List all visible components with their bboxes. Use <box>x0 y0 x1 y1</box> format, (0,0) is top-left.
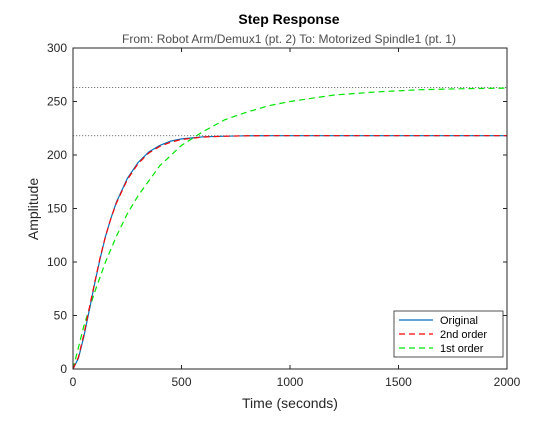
y-tick-label: 100 <box>47 255 67 269</box>
legend-label-1st-order: 1st order <box>440 343 484 355</box>
x-tick-label: 1500 <box>385 375 412 389</box>
y-tick-label: 50 <box>54 309 68 323</box>
x-tick-label: 2000 <box>494 375 521 389</box>
axis-ticks <box>72 47 508 370</box>
legend-label-2nd-order: 2nd order <box>440 329 487 341</box>
y-tick-label: 250 <box>47 95 67 109</box>
y-tick-label: 300 <box>47 41 67 55</box>
legend-label-original: Original <box>440 315 478 327</box>
chart-subtitle: From: Robot Arm/Demux1 (pt. 2) To: Motor… <box>122 32 456 46</box>
x-axis-label: Time (seconds) <box>242 395 338 411</box>
y-axis-label: Amplitude <box>25 178 41 240</box>
y-tick-label: 200 <box>47 148 67 162</box>
x-tick-label: 1000 <box>277 375 304 389</box>
chart-title: Step Response <box>238 11 339 27</box>
series-line-1st-order <box>72 87 508 370</box>
y-tick-labels: 0 50 100 150 200 250 300 <box>47 41 67 376</box>
y-tick-label: 150 <box>47 202 67 216</box>
legend-items: Original 2nd order 1st order <box>399 315 487 355</box>
series-line-2nd-order <box>72 135 507 370</box>
x-tick-labels: 0 500 1000 1500 2000 <box>70 375 521 389</box>
series-layer <box>72 87 508 370</box>
x-tick-label: 500 <box>171 375 191 389</box>
legend: Original 2nd order 1st order <box>393 310 504 358</box>
y-tick-label: 0 <box>60 362 67 376</box>
x-tick-label: 0 <box>70 375 77 389</box>
